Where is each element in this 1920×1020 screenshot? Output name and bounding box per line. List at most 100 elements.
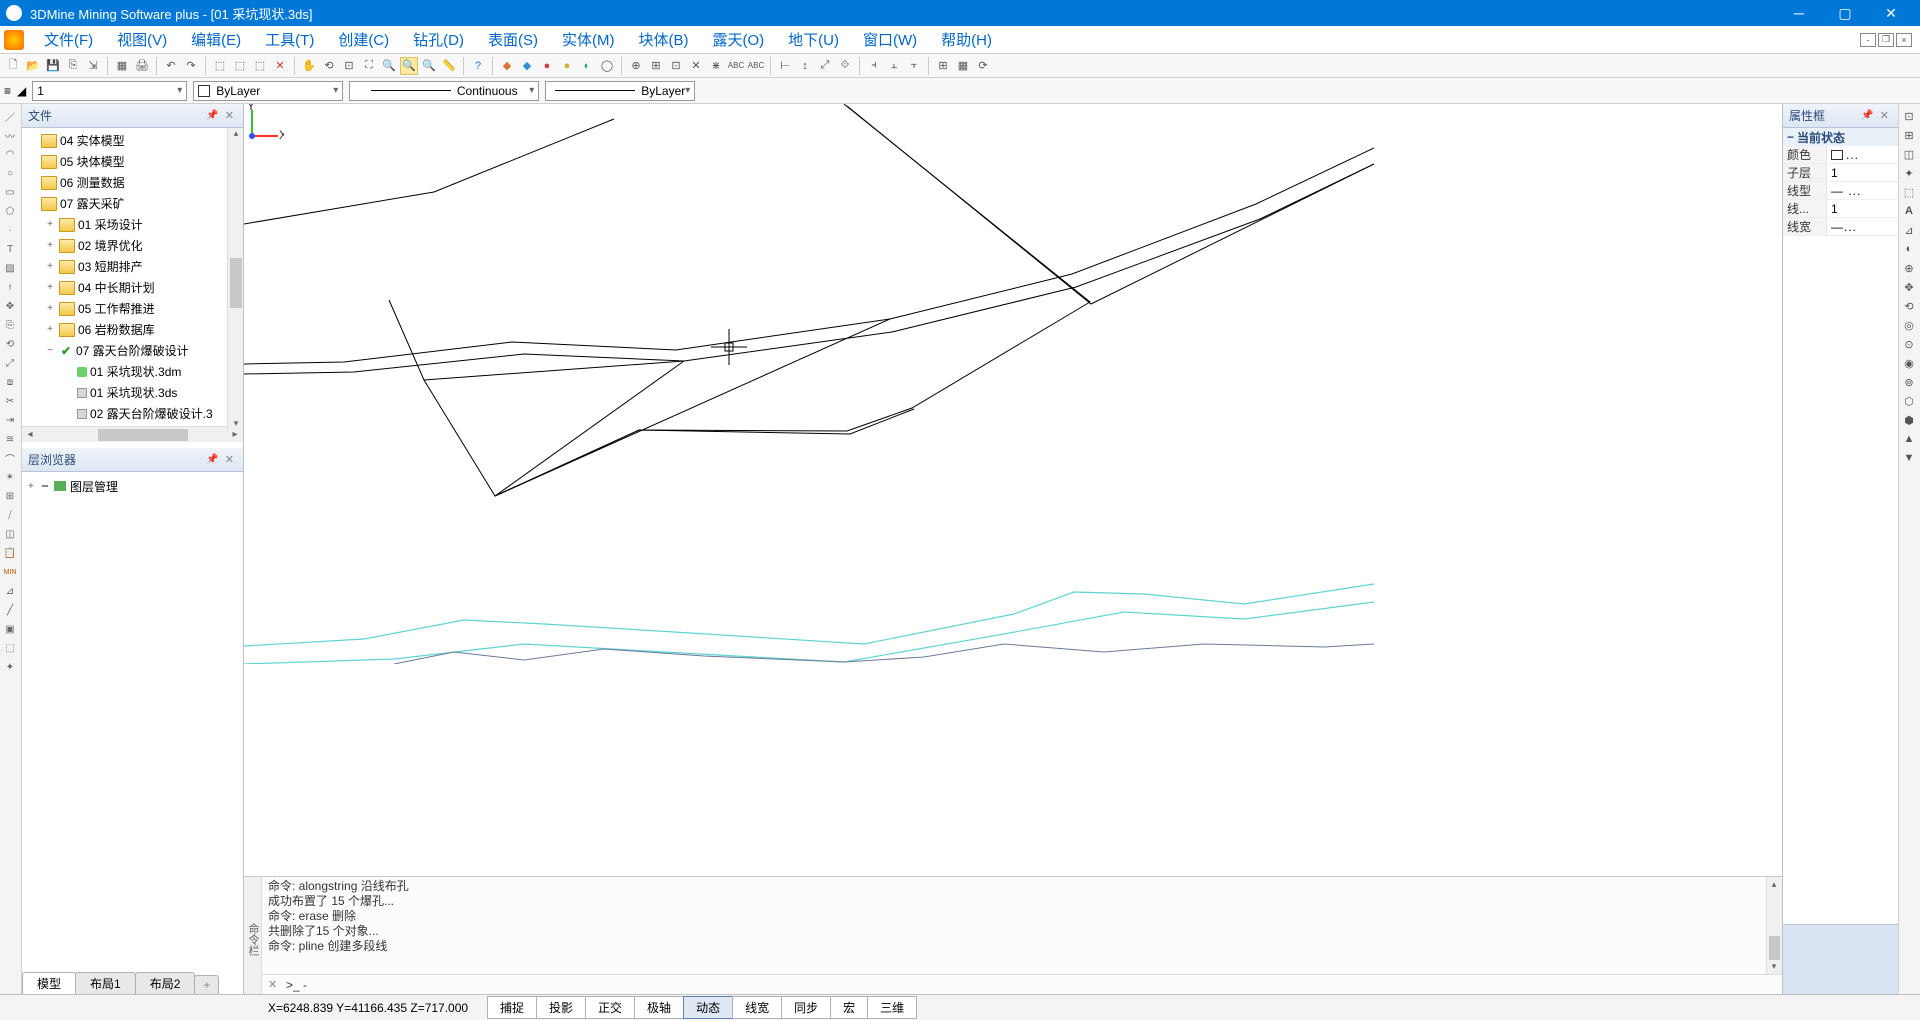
tree-expand-icon[interactable]: + (44, 219, 56, 230)
layer-state-icon[interactable]: ◢ (17, 84, 26, 98)
property-row[interactable]: 子层1 (1783, 164, 1898, 182)
close-button[interactable]: ✕ (1868, 0, 1914, 26)
delete-icon[interactable]: ✕ (271, 57, 289, 75)
properties-panel-close-icon[interactable]: ✕ (1877, 109, 1892, 122)
drawing-canvas[interactable]: X Y 命令栏 命令: alongstring 沿线布孔成功布置了 15 个爆孔… (244, 104, 1782, 994)
tree-row[interactable]: +01 采场设计 (22, 214, 243, 235)
property-row[interactable]: 颜色... (1783, 146, 1898, 164)
rg-icon-5[interactable]: ⬚ (1901, 184, 1917, 200)
menu-块体b[interactable]: 块体(B) (626, 29, 700, 50)
tree-row[interactable]: +02 境界优化 (22, 235, 243, 256)
property-row[interactable]: 线型— ... (1783, 182, 1898, 200)
tab-layout2[interactable]: 布局2 (135, 972, 196, 994)
tab-model[interactable]: 模型 (22, 972, 76, 994)
measure-icon[interactable]: 📏 (440, 57, 458, 75)
db-icon[interactable]: ▦ (113, 57, 131, 75)
scroll-down-icon[interactable]: ▾ (229, 418, 243, 432)
print-icon[interactable]: 🖨 (133, 57, 151, 75)
file-tree-hscrollbar[interactable]: ◂ ▸ (22, 426, 243, 442)
gutter-copy-icon[interactable]: ⎘ (2, 317, 18, 333)
tree-expand-icon[interactable]: + (44, 324, 56, 335)
gutter-point-icon[interactable]: · (2, 222, 18, 238)
rg-icon-8[interactable]: ⊕ (1901, 260, 1917, 276)
new-icon[interactable]: 🗋 (4, 57, 22, 75)
zoom-window-icon[interactable]: ⊡ (340, 57, 358, 75)
status-mode-捕捉[interactable]: 捕捉 (487, 996, 537, 1019)
tree-row[interactable]: 02 露天台阶爆破设计.3 (22, 403, 243, 424)
pan-icon[interactable]: ✋ (300, 57, 318, 75)
rg-icon-14[interactable]: ⊚ (1901, 374, 1917, 390)
status-mode-投影[interactable]: 投影 (536, 996, 586, 1019)
zoom-out-icon[interactable]: 🔍 (420, 57, 438, 75)
mdi-restore-button[interactable]: ❐ (1878, 33, 1894, 47)
cmdlog-scroll-down-icon[interactable]: ▾ (1767, 959, 1781, 974)
gutter-explode-icon[interactable]: ✴ (2, 469, 18, 485)
open-icon[interactable]: 📂 (24, 57, 42, 75)
gutter-fillet-icon[interactable]: ⌒ (2, 450, 18, 466)
tree-row[interactable]: +05 工作帮推进 (22, 298, 243, 319)
snap3-icon[interactable]: ⊡ (667, 57, 685, 75)
rg-icon-2[interactable]: ⊞ (1901, 127, 1917, 143)
tree-expand-icon[interactable]: − (44, 345, 56, 356)
status-mode-宏[interactable]: 宏 (830, 996, 868, 1019)
export-icon[interactable]: ⇲ (84, 57, 102, 75)
cmdline-close-icon[interactable]: ✕ (268, 978, 282, 991)
menu-地下u[interactable]: 地下(U) (776, 29, 851, 50)
text1-icon[interactable]: ABC (727, 57, 745, 75)
gutter-text-icon[interactable]: T (2, 241, 18, 257)
rg-icon-13[interactable]: ◉ (1901, 355, 1917, 371)
layer-expand-icon[interactable]: + (28, 481, 40, 492)
dim4-icon[interactable]: ⟐ (836, 57, 854, 75)
tab-add-button[interactable]: + (194, 975, 219, 994)
tree-row[interactable]: 07 露天采矿 (22, 193, 243, 214)
command-input-line[interactable]: ✕ >_ - (262, 974, 1782, 994)
undo-icon[interactable]: ↶ (162, 57, 180, 75)
file-tree-vscrollbar[interactable]: ▴ ▾ (227, 128, 243, 432)
zoom-in-icon[interactable]: 🔍 (380, 57, 398, 75)
gutter-misc7-icon[interactable]: ✦ (2, 659, 18, 675)
tree-row[interactable]: −✔07 露天台阶爆破设计 (22, 340, 243, 361)
maximize-button[interactable]: ▢ (1822, 0, 1868, 26)
mdi-minimize-button[interactable]: - (1860, 33, 1876, 47)
rg-icon-4[interactable]: ✦ (1901, 165, 1917, 181)
property-value[interactable]: 1 (1827, 166, 1898, 180)
file-panel-close-icon[interactable]: ✕ (222, 109, 237, 122)
gutter-misc6-icon[interactable]: ⬚ (2, 640, 18, 656)
tree-row[interactable]: 04 实体模型 (22, 130, 243, 151)
layer-combo[interactable]: 1 (32, 81, 187, 101)
tree-row[interactable]: 06 测量数据 (22, 172, 243, 193)
rg-icon-6[interactable]: ⊿ (1901, 222, 1917, 238)
gutter-misc1-icon[interactable]: ◫ (2, 526, 18, 542)
zoom-realtime-icon[interactable]: 🔍 (400, 57, 418, 75)
shape1-icon[interactable]: ◆ (498, 57, 516, 75)
gutter-pline-icon[interactable]: 〰 (2, 127, 18, 143)
property-value[interactable]: — ... (1827, 184, 1898, 198)
minimize-button[interactable]: ─ (1776, 0, 1822, 26)
gutter-rotate-icon[interactable]: ⟲ (2, 336, 18, 352)
snap1-icon[interactable]: ⊕ (627, 57, 645, 75)
rg-icon-1[interactable]: ⊡ (1901, 108, 1917, 124)
rg-icon-11[interactable]: ◎ (1901, 317, 1917, 333)
menu-视图v[interactable]: 视图(V) (105, 29, 179, 50)
scroll-up-icon[interactable]: ▴ (229, 128, 243, 142)
cmdlog-scroll-up-icon[interactable]: ▴ (1767, 877, 1781, 892)
rg-icon-15[interactable]: ⬡ (1901, 393, 1917, 409)
align2-icon[interactable]: ⫠ (885, 57, 903, 75)
gutter-scale-icon[interactable]: ⤢ (2, 355, 18, 371)
gutter-line-icon[interactable]: ／ (2, 108, 18, 124)
shape4-icon[interactable]: ● (558, 57, 576, 75)
select2-icon[interactable]: ⬚ (231, 57, 249, 75)
rg-icon-16[interactable]: ⬢ (1901, 412, 1917, 428)
menu-露天o[interactable]: 露天(O) (700, 29, 776, 50)
menu-实体m[interactable]: 实体(M) (550, 29, 627, 50)
rg-icon-9[interactable]: ✥ (1901, 279, 1917, 295)
command-panel-tab[interactable]: 命令栏 (244, 877, 262, 994)
align1-icon[interactable]: ⫞ (865, 57, 883, 75)
text2-icon[interactable]: ABC (747, 57, 765, 75)
menu-工具t[interactable]: 工具(T) (253, 29, 326, 50)
gutter-break-icon[interactable]: ⧸ (2, 507, 18, 523)
dim3-icon[interactable]: ⤢ (816, 57, 834, 75)
tree-row[interactable]: +03 短期排产 (22, 256, 243, 277)
property-row[interactable]: 线宽—... (1783, 218, 1898, 236)
status-mode-线宽[interactable]: 线宽 (732, 996, 782, 1019)
